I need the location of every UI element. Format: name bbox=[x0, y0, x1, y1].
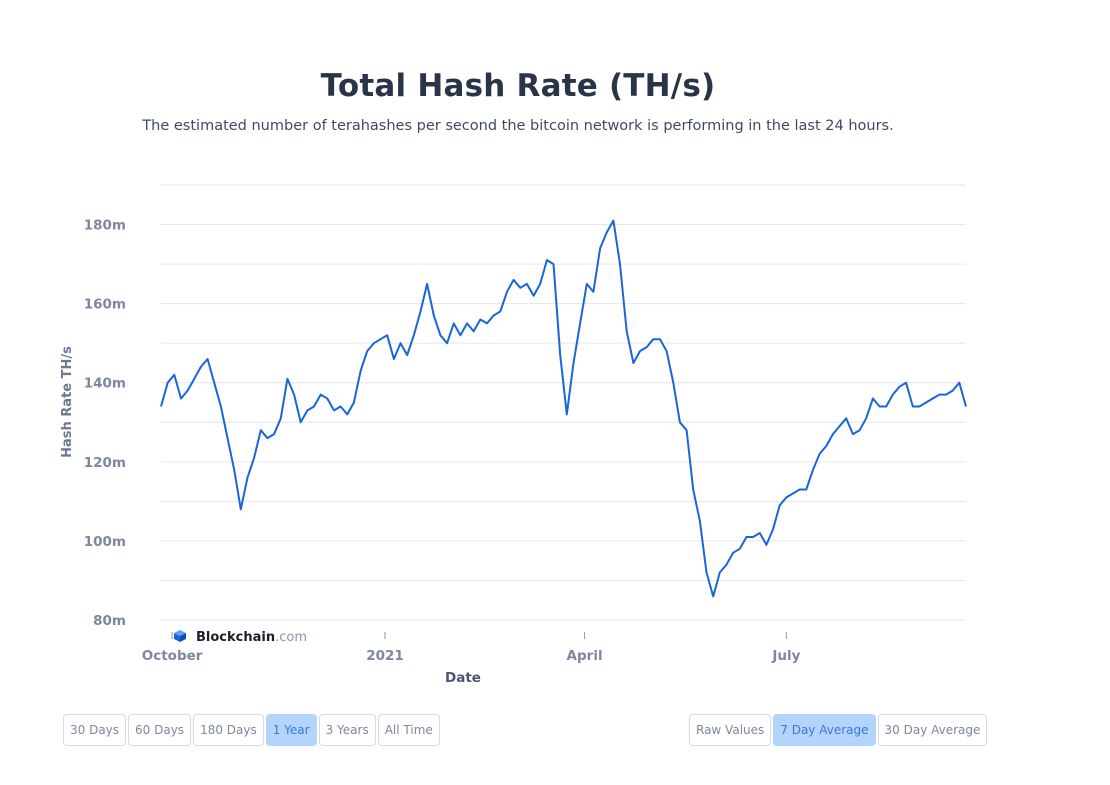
y-tick-label: 80m bbox=[93, 613, 126, 629]
x-tick-label: October bbox=[142, 648, 203, 664]
average-button-7-day-average[interactable]: 7 Day Average bbox=[773, 714, 876, 746]
average-button-raw-values[interactable]: Raw Values bbox=[689, 714, 772, 746]
range-button-30-days[interactable]: 30 Days bbox=[63, 714, 127, 746]
brand-suffix: .com bbox=[275, 630, 307, 645]
svg-text:Blockchain.com: Blockchain.com bbox=[196, 630, 307, 645]
y-tick-label: 100m bbox=[84, 534, 126, 550]
grid-lines bbox=[161, 184, 966, 621]
series-line bbox=[160, 219, 967, 598]
chart-title: Total Hash Rate (TH/s) bbox=[320, 68, 716, 104]
blockchain-cube-icon bbox=[174, 630, 186, 642]
range-button-180-days[interactable]: 180 Days bbox=[193, 714, 264, 746]
x-tick-label: 2021 bbox=[366, 648, 404, 664]
x-tick-label: April bbox=[567, 648, 603, 664]
brand-logo: Blockchain.com bbox=[174, 630, 307, 645]
x-tick-label: July bbox=[771, 648, 800, 664]
range-button-1-year[interactable]: 1 Year bbox=[265, 714, 317, 746]
y-tick-label: 120m bbox=[84, 455, 126, 471]
y-tick-label: 160m bbox=[84, 297, 126, 313]
range-button-60-days[interactable]: 60 Days bbox=[128, 714, 192, 746]
brand-name: Blockchain bbox=[196, 630, 275, 645]
y-tick-labels: 80m 100m 120m 140m 160m 180m bbox=[84, 218, 126, 629]
average-button-group: Raw Values 7 Day Average 30 Day Average bbox=[689, 714, 988, 746]
chart-subtitle: The estimated number of terahashes per s… bbox=[142, 118, 894, 134]
range-button-3-years[interactable]: 3 Years bbox=[318, 714, 376, 746]
y-tick-label: 140m bbox=[84, 376, 126, 392]
y-axis-label: Hash Rate TH/s bbox=[60, 346, 75, 458]
x-axis-label: Date bbox=[445, 670, 481, 686]
x-tick-labels: October 2021 April July bbox=[142, 632, 801, 664]
hash-rate-chart: 80m 100m 120m 140m 160m 180m October 2021 April… bbox=[60, 184, 967, 686]
range-button-all-time[interactable]: All Time bbox=[377, 714, 440, 746]
range-button-group: 30 Days 60 Days 180 Days 1 Year 3 Years All T… bbox=[63, 714, 440, 746]
average-button-30-day-average[interactable]: 30 Day Average bbox=[877, 714, 988, 746]
y-tick-label: 180m bbox=[84, 218, 126, 234]
